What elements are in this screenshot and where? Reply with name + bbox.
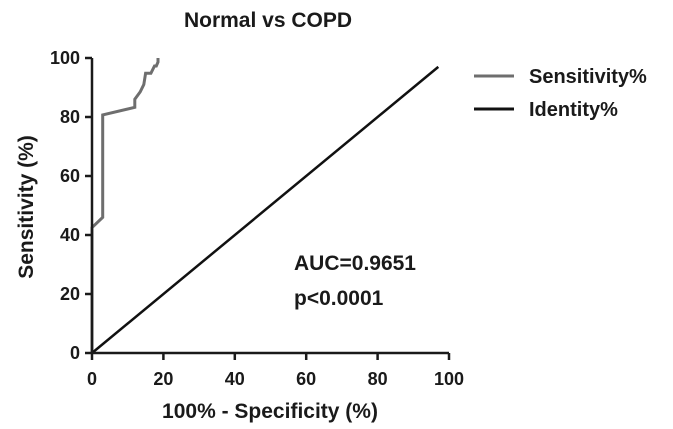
legend: Sensitivity% Identity% bbox=[474, 66, 647, 121]
x-axis-label: 100% - Specificity (%) bbox=[162, 400, 378, 423]
legend-label: Identity% bbox=[529, 99, 618, 121]
series-line-identity bbox=[91, 65, 440, 354]
x-tick-label: 40 bbox=[225, 369, 245, 389]
p-value-annotation: p<0.0001 bbox=[294, 287, 384, 310]
x-tick-label: 0 bbox=[87, 369, 97, 389]
legend-label: Sensitivity% bbox=[529, 66, 647, 88]
chart-title: Normal vs COPD bbox=[184, 9, 352, 32]
y-tick-label: 80 bbox=[60, 107, 80, 127]
y-axis-ticks: 0 20 40 60 80 100 bbox=[50, 48, 92, 363]
x-tick-label: 60 bbox=[296, 369, 316, 389]
y-tick-label: 100 bbox=[50, 48, 80, 68]
y-tick-label: 0 bbox=[70, 343, 80, 363]
auc-annotation: AUC=0.9651 bbox=[294, 252, 416, 275]
plot-area bbox=[90, 58, 440, 354]
y-tick-label: 60 bbox=[60, 166, 80, 186]
y-tick-label: 20 bbox=[60, 284, 80, 304]
x-tick-label: 80 bbox=[368, 369, 388, 389]
y-axis-label: Sensitivity (%) bbox=[15, 135, 38, 279]
y-tick-label: 40 bbox=[60, 225, 80, 245]
x-axis-ticks: 0 20 40 60 80 100 bbox=[87, 353, 464, 389]
series-line-sensitivity bbox=[90, 58, 160, 353]
x-tick-label: 100 bbox=[434, 369, 464, 389]
x-tick-label: 20 bbox=[153, 369, 173, 389]
